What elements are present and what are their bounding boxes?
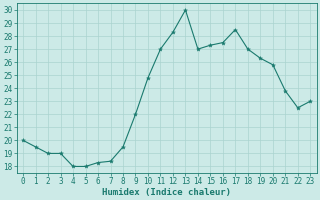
X-axis label: Humidex (Indice chaleur): Humidex (Indice chaleur) <box>102 188 231 197</box>
